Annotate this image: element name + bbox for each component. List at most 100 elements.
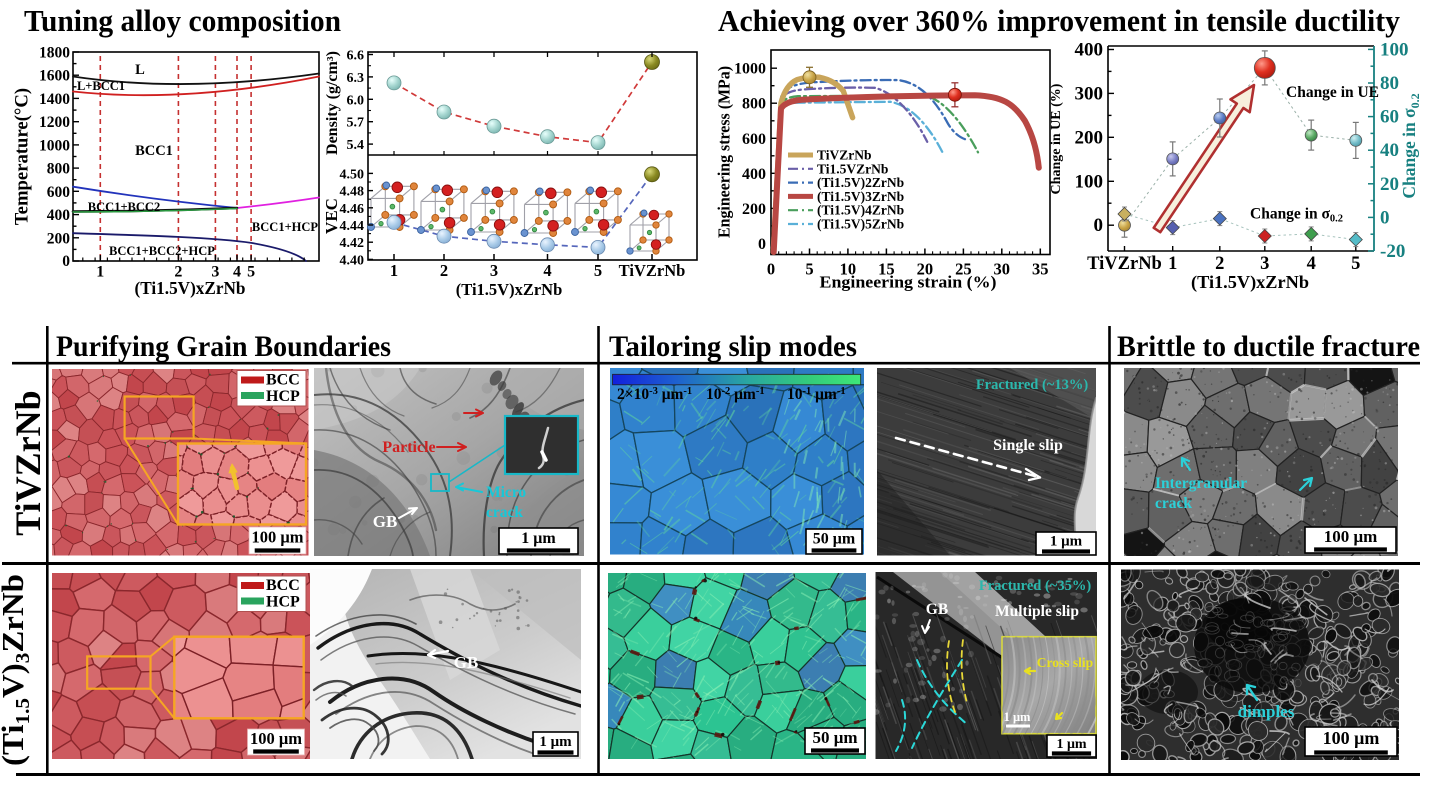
svg-text:-20: -20 <box>1380 241 1405 262</box>
svg-text:2: 2 <box>1215 254 1224 274</box>
svg-text:200: 200 <box>47 230 71 247</box>
svg-text:1 μm: 1 μm <box>539 734 572 750</box>
svg-text:(Ti1.5V)2ZrNb: (Ti1.5V)2ZrNb <box>817 175 904 190</box>
svg-text:0: 0 <box>767 260 775 279</box>
svg-text:1200: 1200 <box>39 114 70 131</box>
svg-text:4.46: 4.46 <box>340 202 365 217</box>
svg-text:1000: 1000 <box>39 137 70 154</box>
svg-text:600: 600 <box>742 131 766 148</box>
svg-text:Achieving over 360% improvemen: Achieving over 360% improvement in tensi… <box>718 3 1400 38</box>
svg-text:5: 5 <box>1351 254 1360 274</box>
svg-text:Engineering stress (MPa): Engineering stress (MPa) <box>715 66 734 238</box>
svg-text:3: 3 <box>490 261 498 280</box>
svg-text:Engineering strain (%): Engineering strain (%) <box>820 273 997 292</box>
svg-text:L: L <box>135 62 145 78</box>
svg-text:100 μm: 100 μm <box>252 528 304 547</box>
svg-text:Brittle to ductile fracture: Brittle to ductile fracture <box>1117 330 1420 363</box>
svg-text:5: 5 <box>594 261 602 280</box>
svg-text:400: 400 <box>742 166 766 183</box>
svg-text:800: 800 <box>742 96 766 113</box>
svg-text:Fractured (~13%): Fractured (~13%) <box>976 377 1089 393</box>
svg-text:Cross slip: Cross slip <box>1037 655 1093 670</box>
svg-text:300: 300 <box>1075 83 1104 104</box>
svg-text:BCC1+BCC2: BCC1+BCC2 <box>88 200 160 214</box>
svg-text:5.4: 5.4 <box>347 138 365 153</box>
svg-text:crack: crack <box>486 504 523 521</box>
svg-text:BCC: BCC <box>266 372 300 389</box>
svg-text:TiVZrNb: TiVZrNb <box>1087 254 1162 274</box>
svg-text:80: 80 <box>1380 73 1399 94</box>
svg-text:10-1 μm-1: 10-1 μm-1 <box>787 386 846 403</box>
svg-text:0: 0 <box>62 253 70 270</box>
svg-text:1800: 1800 <box>39 45 70 62</box>
svg-text:100: 100 <box>1380 39 1409 60</box>
svg-text:BCC1: BCC1 <box>135 143 173 159</box>
svg-text:Change in σ0.2: Change in σ0.2 <box>1250 206 1343 225</box>
svg-text:1600: 1600 <box>39 68 70 85</box>
svg-text:4: 4 <box>1307 254 1316 274</box>
svg-text:Tuning alloy composition: Tuning alloy composition <box>24 3 341 38</box>
svg-text:4.42: 4.42 <box>340 236 365 251</box>
svg-text:Particle: Particle <box>382 439 435 456</box>
svg-text:1 μm: 1 μm <box>1056 737 1086 752</box>
svg-text:Change in σ0.2: Change in σ0.2 <box>1399 93 1422 198</box>
svg-text:2×10-3 μm-1: 2×10-3 μm-1 <box>617 386 692 403</box>
svg-text:1: 1 <box>390 261 398 280</box>
svg-text:(Ti1.5V)xZrNb: (Ti1.5V)xZrNb <box>1191 272 1309 293</box>
svg-text:2: 2 <box>440 261 448 280</box>
svg-text:TiVZrNb: TiVZrNb <box>8 390 48 535</box>
svg-text:0: 0 <box>1380 207 1390 228</box>
svg-text:BCC: BCC <box>266 577 300 594</box>
svg-text:50 μm: 50 μm <box>813 531 856 548</box>
svg-text:10-2 μm-1: 10-2 μm-1 <box>706 386 765 403</box>
svg-text:GB: GB <box>926 601 948 618</box>
svg-text:15: 15 <box>878 260 895 279</box>
svg-text:60: 60 <box>1380 107 1399 128</box>
svg-text:0: 0 <box>1094 215 1104 236</box>
svg-text:400: 400 <box>1075 40 1104 61</box>
svg-text:200: 200 <box>742 201 766 218</box>
svg-text:600: 600 <box>47 184 71 201</box>
svg-text:100 μm: 100 μm <box>250 729 302 748</box>
svg-text:Temperature(°C): Temperature(°C) <box>12 88 33 225</box>
svg-text:Multiple slip: Multiple slip <box>995 603 1079 620</box>
svg-text:Change in UE (%): Change in UE (%) <box>1049 83 1064 194</box>
svg-text:1 μm: 1 μm <box>1050 533 1083 549</box>
svg-text:50 μm: 50 μm <box>812 728 857 747</box>
svg-text:GB: GB <box>454 653 479 672</box>
svg-text:200: 200 <box>1075 127 1104 148</box>
svg-text:100 μm: 100 μm <box>1324 527 1378 546</box>
svg-text:TiVZrNb: TiVZrNb <box>619 261 686 280</box>
svg-text:Intergranular: Intergranular <box>1155 475 1247 492</box>
svg-text:Change in UE: Change in UE <box>1286 84 1379 101</box>
svg-text:20: 20 <box>1380 174 1399 195</box>
svg-text:GB: GB <box>373 512 398 531</box>
svg-text:0: 0 <box>758 236 766 253</box>
svg-text:6.6: 6.6 <box>347 49 365 64</box>
svg-text:6.3: 6.3 <box>347 71 365 86</box>
svg-text:crack: crack <box>1155 495 1192 512</box>
svg-text:HCP: HCP <box>266 594 300 611</box>
svg-text:5.7: 5.7 <box>347 116 365 131</box>
svg-text:35: 35 <box>1032 260 1049 279</box>
svg-text:6.0: 6.0 <box>347 93 365 108</box>
svg-text:10: 10 <box>840 260 857 279</box>
svg-text:5: 5 <box>805 260 813 279</box>
svg-text:L+BCC1: L+BCC1 <box>77 79 125 93</box>
svg-text:BCC1+HCP: BCC1+HCP <box>252 220 319 234</box>
svg-text:5: 5 <box>247 264 255 281</box>
svg-text:20: 20 <box>917 260 934 279</box>
svg-text:(Ti1.5V)5ZrNb: (Ti1.5V)5ZrNb <box>817 217 904 232</box>
svg-text:4.40: 4.40 <box>340 253 365 268</box>
svg-text:BCC1+BCC2+HCP: BCC1+BCC2+HCP <box>109 244 215 258</box>
svg-text:HCP: HCP <box>266 388 300 405</box>
svg-text:25: 25 <box>955 260 972 279</box>
svg-text:4.48: 4.48 <box>340 185 365 200</box>
svg-text:TiVZrNb: TiVZrNb <box>817 148 872 163</box>
svg-text:(Ti1.5V)xZrNb: (Ti1.5V)xZrNb <box>456 280 563 299</box>
svg-text:1000: 1000 <box>734 61 766 78</box>
svg-text:(Ti1.5V)xZrNb: (Ti1.5V)xZrNb <box>135 278 246 298</box>
svg-text:Density (g/cm³): Density (g/cm³) <box>324 51 341 155</box>
svg-text:Tailoring slip modes: Tailoring slip modes <box>609 330 857 363</box>
svg-text:3: 3 <box>1260 254 1269 274</box>
